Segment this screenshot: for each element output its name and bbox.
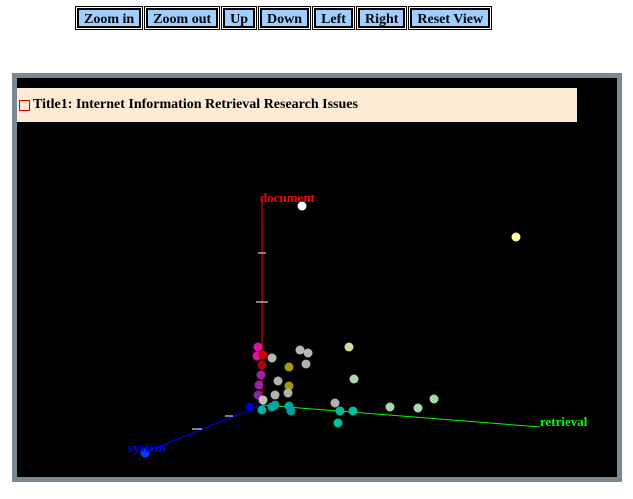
3d-canvas[interactable]: Title1: Internet Information Retrieval R… xyxy=(17,78,617,477)
system-axis-label: system xyxy=(128,440,166,455)
data-point[interactable] xyxy=(256,370,266,380)
data-point[interactable] xyxy=(254,380,264,390)
data-point[interactable] xyxy=(297,201,307,211)
data-point[interactable] xyxy=(330,398,340,408)
data-point[interactable] xyxy=(253,342,263,352)
data-point[interactable] xyxy=(301,359,311,369)
data-point[interactable] xyxy=(295,345,305,355)
data-point[interactable] xyxy=(270,400,280,410)
data-point[interactable] xyxy=(257,360,267,370)
data-point[interactable] xyxy=(413,403,423,413)
data-point[interactable] xyxy=(385,402,395,412)
data-point[interactable] xyxy=(303,348,313,358)
retrieval-axis-label: retrieval xyxy=(540,414,588,429)
title-bar: Title1: Internet Information Retrieval R… xyxy=(17,88,577,122)
data-point[interactable] xyxy=(267,353,277,363)
down-button[interactable]: Down xyxy=(258,6,312,30)
data-point[interactable] xyxy=(349,374,359,384)
left-button[interactable]: Left xyxy=(312,6,355,30)
data-point[interactable] xyxy=(245,402,255,412)
document-axis-label: document xyxy=(260,190,316,205)
data-point[interactable] xyxy=(257,405,267,415)
toolbar: Zoom in Zoom out Up Down Left Right Rese… xyxy=(74,6,493,30)
retrieval-axis xyxy=(261,404,541,428)
data-point[interactable] xyxy=(344,342,354,352)
data-point[interactable] xyxy=(284,362,294,372)
checkbox-icon[interactable] xyxy=(19,99,30,111)
data-point[interactable] xyxy=(270,390,280,400)
data-point[interactable] xyxy=(283,388,293,398)
title-text: Title1: Internet Information Retrieval R… xyxy=(33,97,358,112)
zoom-out-button[interactable]: Zoom out xyxy=(144,6,221,30)
zoom-in-button[interactable]: Zoom in xyxy=(74,6,144,30)
system-axis xyxy=(142,404,263,454)
data-point[interactable] xyxy=(333,418,343,428)
data-point[interactable] xyxy=(284,381,294,391)
visualization-frame: Title1: Internet Information Retrieval R… xyxy=(12,73,622,482)
data-point[interactable] xyxy=(140,448,150,458)
up-button[interactable]: Up xyxy=(221,6,258,30)
data-point[interactable] xyxy=(429,394,439,404)
data-point[interactable] xyxy=(335,406,345,416)
data-point[interactable] xyxy=(273,376,283,386)
scatter-3d: document retrieval system xyxy=(128,190,588,458)
reset-view-button[interactable]: Reset View xyxy=(408,6,493,30)
data-point[interactable] xyxy=(511,232,521,242)
data-point[interactable] xyxy=(348,406,358,416)
data-point[interactable] xyxy=(258,350,268,360)
right-button[interactable]: Right xyxy=(355,6,408,30)
data-point[interactable] xyxy=(286,406,296,416)
data-point[interactable] xyxy=(258,395,268,405)
